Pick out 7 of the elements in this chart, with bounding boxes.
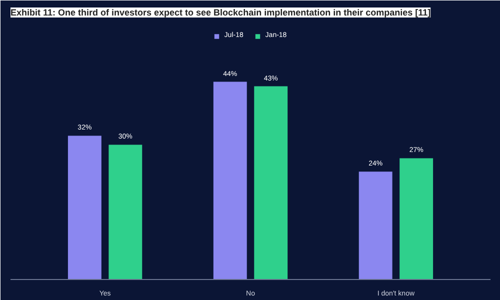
bar [68, 136, 102, 280]
bar [400, 158, 434, 280]
bar [213, 82, 247, 280]
chart-title: Exhibit 11: One third of investors expect to see Blockchain implementation in their companies [11] [10, 8, 431, 18]
bar [254, 86, 288, 280]
bar [358, 172, 392, 280]
bar [108, 144, 142, 280]
